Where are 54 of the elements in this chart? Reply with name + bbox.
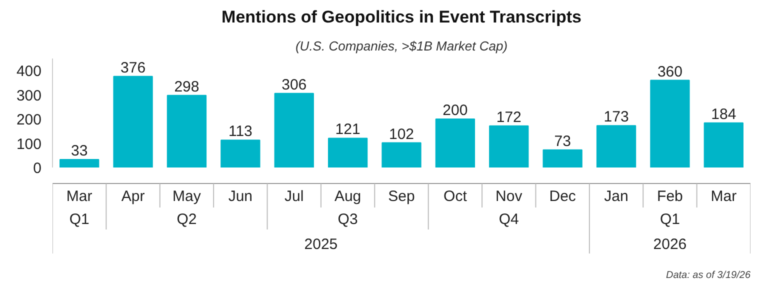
- x-tick-label: May: [172, 188, 202, 205]
- data-label: 360: [657, 63, 682, 80]
- text: Q1: [69, 211, 90, 228]
- bar: [596, 125, 636, 168]
- x-tick-label: Sep: [388, 188, 415, 205]
- y-tick-label: 100: [16, 136, 42, 153]
- y-tick-label: 0: [33, 160, 42, 177]
- x-tick-label: Aug: [334, 188, 362, 205]
- x-tick-label: Nov: [496, 188, 523, 205]
- chart-title: Mentions of Geopolitics in Event Transcripts: [222, 8, 582, 26]
- text: 2025: [304, 236, 338, 253]
- text: Q4: [498, 211, 519, 228]
- data-label: 200: [442, 102, 468, 120]
- x-tick-label: Jun: [228, 188, 253, 205]
- data-label: 73: [554, 132, 571, 150]
- bar: [650, 80, 690, 168]
- bar: [166, 94, 207, 168]
- x-tick-label: Jul: [284, 188, 304, 205]
- y-tick-label: 300: [16, 87, 42, 104]
- bar: [435, 118, 476, 168]
- data-label: 298: [174, 78, 200, 96]
- data-label: 184: [711, 106, 736, 123]
- bar: [542, 149, 582, 168]
- x-tick-label: Apr: [121, 188, 145, 205]
- bar: [113, 76, 153, 168]
- data-label: 172: [496, 108, 522, 126]
- x-tick-label: Mar: [710, 188, 737, 205]
- bar: [382, 142, 422, 168]
- bar: [60, 159, 100, 168]
- text: Q3: [338, 211, 358, 228]
- data-label: 306: [282, 76, 307, 94]
- y-tick-label: 400: [16, 63, 42, 80]
- text: 2026: [653, 236, 687, 253]
- text: Q1: [660, 211, 680, 228]
- data-label: 173: [604, 108, 629, 126]
- bar: [328, 138, 368, 168]
- x-tick-label: Feb: [657, 188, 683, 205]
- x-tick-label: Jan: [604, 188, 628, 205]
- data-label: 33: [71, 142, 88, 160]
- x-tick-label: Oct: [444, 188, 468, 205]
- data-label: 102: [388, 126, 414, 143]
- bar: [274, 92, 314, 168]
- bar: [220, 140, 260, 168]
- chart-subtitle: (U.S. Companies, >$1B Market Cap): [295, 38, 508, 54]
- bar: [489, 125, 529, 168]
- text: Q2: [176, 211, 197, 228]
- data-label: 121: [335, 121, 360, 138]
- text: Data: as of 3/19/26: [666, 270, 751, 281]
- x-tick-label: Mar: [66, 188, 92, 205]
- bar: [704, 122, 744, 168]
- data-label: 376: [120, 59, 146, 76]
- y-tick-label: 200: [16, 112, 42, 129]
- data-label: 113: [228, 123, 252, 140]
- x-tick-label: Dec: [549, 188, 576, 205]
